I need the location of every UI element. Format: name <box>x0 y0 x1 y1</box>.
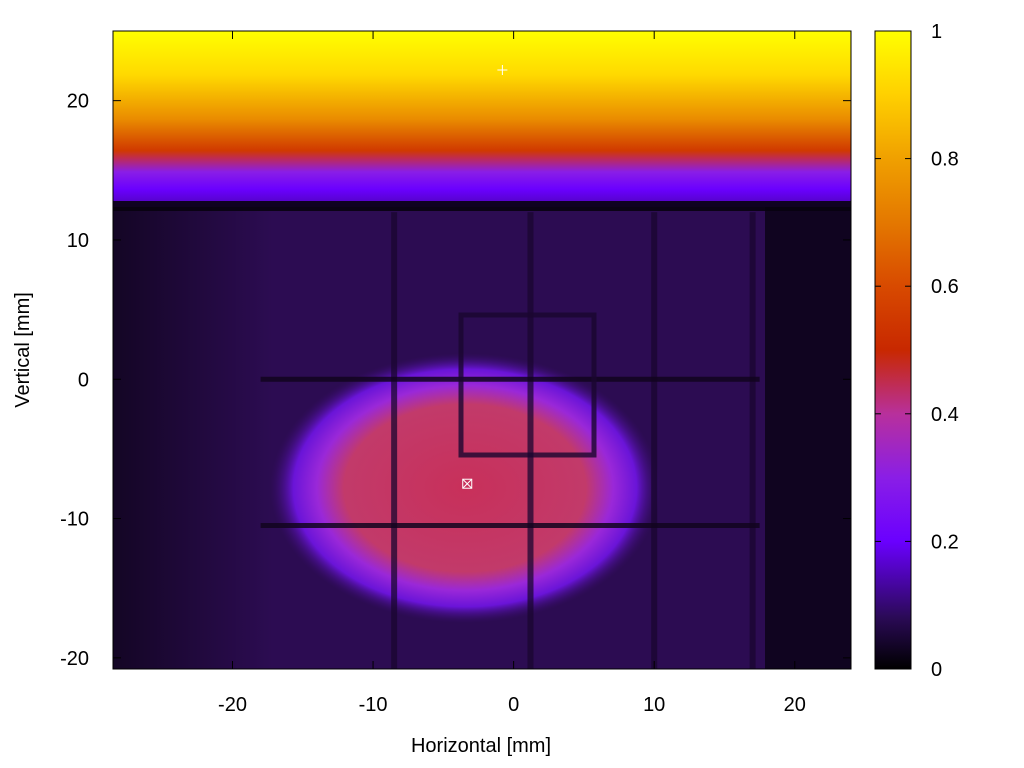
plot-frame <box>112 30 852 670</box>
mesh-shadow-lines <box>260 212 760 669</box>
x-tick-label: -20 <box>218 694 247 716</box>
colorbar-tick-label: 0.6 <box>931 276 959 298</box>
colorbar-tick-label: 0.4 <box>931 404 959 426</box>
colorbar-tick-label: 1 <box>931 21 942 43</box>
colorbar-tick-label: 0.8 <box>931 149 959 171</box>
boxed-x-marker <box>462 478 473 489</box>
x-tick-label: 10 <box>643 694 665 716</box>
colorbar-frame <box>874 30 912 670</box>
y-axis: -20 -10 0 10 20 <box>60 91 851 670</box>
plus-marker <box>497 65 508 76</box>
markers <box>462 65 508 489</box>
heatmap-right-shadow <box>765 205 851 669</box>
colorbar: 0 0.2 0.4 0.6 0.8 1 <box>874 21 959 681</box>
y-tick-label: -20 <box>60 648 89 670</box>
y-tick-label: 0 <box>78 369 89 391</box>
colorbar-tick-label: 0.2 <box>931 531 959 553</box>
x-tick-label: -10 <box>359 694 388 716</box>
x-tick-label: 0 <box>508 694 519 716</box>
y-tick-label: -10 <box>60 509 89 531</box>
inner-square-outline <box>458 312 597 458</box>
colorbar-gradient <box>875 31 911 669</box>
colorbar-ticks: 0 0.2 0.4 0.6 0.8 1 <box>875 21 959 681</box>
x-axis-label: Horizontal [mm] <box>411 735 551 757</box>
heatmap-image <box>113 31 851 669</box>
y-tick-label: 10 <box>67 230 89 252</box>
colorbar-tick-label: 0 <box>931 659 942 681</box>
heatmap-left-shadow <box>113 205 273 669</box>
x-tick-label: 20 <box>784 694 806 716</box>
y-tick-label: 20 <box>67 91 89 113</box>
heatmap-top-band <box>113 31 851 207</box>
y-axis-label: Vertical [mm] <box>12 292 34 408</box>
x-axis: -20 -10 0 10 20 <box>218 31 806 716</box>
heatmap-band-edge <box>113 201 851 211</box>
